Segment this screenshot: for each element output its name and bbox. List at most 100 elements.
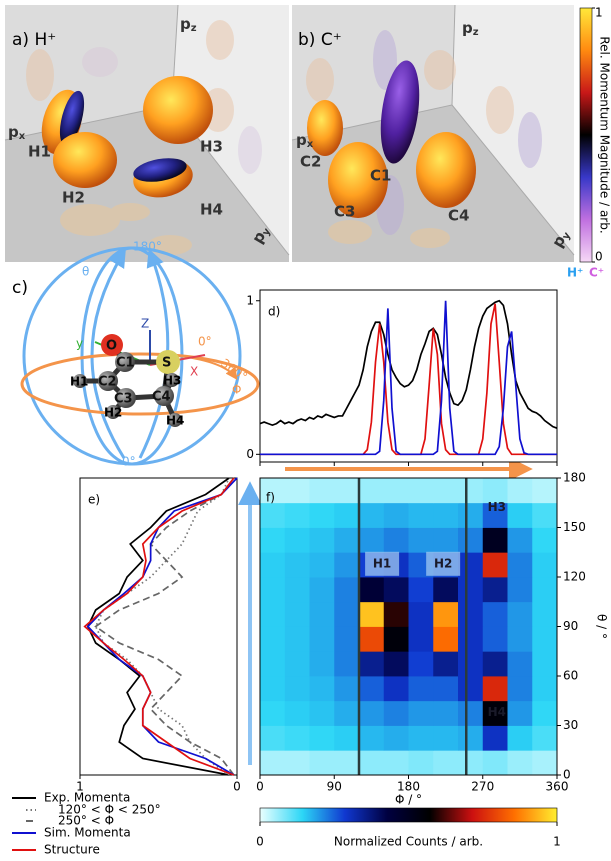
heatmap-cell xyxy=(532,503,557,528)
heatmap-cell xyxy=(409,528,434,553)
heatmap-cell xyxy=(359,701,384,726)
heatmap-cell xyxy=(285,676,310,701)
heatmap-cell xyxy=(508,503,533,528)
panel-label: e) xyxy=(88,493,100,507)
blob xyxy=(143,76,213,144)
heatmap-cell xyxy=(458,552,483,577)
heatmap-cell xyxy=(384,503,409,528)
blob-label: H1 xyxy=(28,143,51,161)
heatmap-cell xyxy=(359,676,384,701)
axis-x: X xyxy=(190,365,198,379)
render-a: a) H⁺ pz px py H1 H2 H3 H4 xyxy=(5,5,289,262)
axis-base: p xyxy=(180,15,191,33)
axis-z: Z xyxy=(141,317,149,331)
y-tick-label: 180 xyxy=(563,471,586,485)
y-tick-label: 90 xyxy=(563,619,578,633)
heatmap-cell xyxy=(260,627,285,652)
plot-area xyxy=(80,478,237,775)
heatmap-cell xyxy=(409,602,434,627)
heatmap-cell xyxy=(409,651,434,676)
heatmap-cell xyxy=(359,528,384,553)
heatmap-cell xyxy=(458,528,483,553)
heatmap-cell xyxy=(359,726,384,751)
heatmap-cell xyxy=(285,651,310,676)
heatmap-cell xyxy=(458,602,483,627)
heatmap-cell xyxy=(458,676,483,701)
axis-sub: z xyxy=(473,27,479,38)
heatmap-cell xyxy=(384,701,409,726)
heatmap-cell xyxy=(508,701,533,726)
heatmap-cell xyxy=(433,750,458,775)
blob-label: C2 xyxy=(300,153,321,171)
blob xyxy=(416,132,476,208)
blob-label: H3 xyxy=(200,138,223,156)
axis-y: y xyxy=(76,337,83,351)
heatmap-cell xyxy=(433,478,458,503)
colorbar-tick-label: 0 xyxy=(256,835,264,849)
heatmap-cell xyxy=(458,478,483,503)
atom-label: C4 xyxy=(152,390,171,405)
heatmap-cell xyxy=(433,726,458,751)
heatmap-cell xyxy=(384,726,409,751)
heatmap-cell xyxy=(310,552,335,577)
x-tick-label: 0 xyxy=(256,780,264,794)
heatmap-cell xyxy=(334,701,359,726)
heatmap-cell xyxy=(310,503,335,528)
heatmap-cell xyxy=(334,750,359,775)
heatmap-cell xyxy=(334,478,359,503)
heatmap-cell xyxy=(483,602,508,627)
axis-base: p xyxy=(296,131,307,149)
heatmap-cell xyxy=(433,602,458,627)
heatmap-cell xyxy=(433,503,458,528)
species-label: C⁺ xyxy=(589,266,604,280)
heatmap-cell xyxy=(310,528,335,553)
heatmap-cell xyxy=(310,602,335,627)
heatmap-cell xyxy=(508,552,533,577)
heatmap-cell xyxy=(532,651,557,676)
theta-label: θ xyxy=(82,265,89,279)
heatmap-cell xyxy=(384,528,409,553)
heatmap-cells xyxy=(260,478,557,775)
y-tick-label: 0 xyxy=(246,447,254,461)
axis-sub: z xyxy=(191,23,197,34)
y-tick-label: 120 xyxy=(563,570,586,584)
heatmap-cell xyxy=(532,577,557,602)
heatmap-cell xyxy=(260,701,285,726)
diagram: c) xyxy=(12,248,258,464)
heatmap-cell xyxy=(433,528,458,553)
heatmap-cell xyxy=(433,676,458,701)
atom-label: C2 xyxy=(98,375,117,390)
heatmap-cell xyxy=(458,577,483,602)
heatmap-cell xyxy=(260,651,285,676)
atom-label: C1 xyxy=(116,356,135,371)
heatmap-cell xyxy=(483,627,508,652)
heatmap-cell xyxy=(285,503,310,528)
heatmap-cell xyxy=(532,627,557,652)
annotation: H3 xyxy=(488,500,506,514)
y-tick-label: 60 xyxy=(563,669,578,683)
heatmap-cell xyxy=(260,750,285,775)
legend-label: Structure xyxy=(44,843,100,857)
heatmap-cell xyxy=(433,651,458,676)
atom-label: O xyxy=(106,339,117,354)
figure: a) H⁺ pz px py H1 H2 H3 H4 b) C⁺ pz px p… xyxy=(0,0,611,861)
atom-label: H3 xyxy=(163,374,181,388)
colorbar xyxy=(580,8,592,262)
heatmap-cell xyxy=(359,577,384,602)
heatmap-cell xyxy=(483,651,508,676)
heatmap-cell xyxy=(508,478,533,503)
x-tick-label: 0 xyxy=(233,780,241,794)
phi-label: Φ xyxy=(232,383,241,397)
axis-sub: x xyxy=(19,131,26,142)
heatmap-cell xyxy=(508,750,533,775)
colorbar xyxy=(260,808,557,822)
heatmap-cell xyxy=(334,528,359,553)
blob-label: H2 xyxy=(62,189,85,207)
heatmap-cell xyxy=(334,503,359,528)
heatmap-cell xyxy=(508,726,533,751)
heatmap-cell xyxy=(483,750,508,775)
panel-label: a) H⁺ xyxy=(12,30,56,50)
species-label: H⁺ xyxy=(567,266,583,280)
axis-base: p xyxy=(462,19,473,37)
heatmap-cell xyxy=(458,627,483,652)
